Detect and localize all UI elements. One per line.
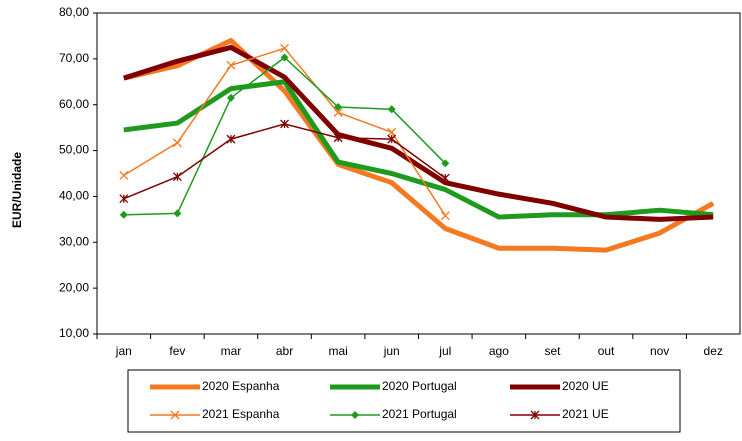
y-tick-label: 30,00 [59, 234, 89, 248]
point [172, 138, 182, 148]
x-tick-label: jan [115, 344, 132, 358]
point [119, 170, 129, 180]
point [387, 134, 397, 144]
point [173, 209, 182, 218]
x-tick-label: mai [328, 344, 347, 358]
legend-label: 2020 Portugal [382, 379, 457, 393]
legend-label: 2021 Portugal [382, 407, 457, 421]
point [170, 410, 180, 420]
x-tick-label: ago [489, 344, 509, 358]
point [440, 173, 450, 183]
point [172, 172, 182, 182]
legend-label: 2021 Espanha [202, 407, 280, 421]
y-tick-label: 80,00 [59, 5, 89, 19]
point [226, 60, 236, 70]
point [351, 411, 359, 419]
x-tick-label: abr [276, 344, 293, 358]
y-tick-label: 70,00 [59, 51, 89, 65]
y-tick-label: 20,00 [59, 280, 89, 294]
x-tick-label: dez [704, 344, 723, 358]
point [119, 210, 128, 219]
point [280, 53, 289, 62]
series-line [123, 38, 715, 253]
legend-label: 2020 UE [562, 379, 609, 393]
point [119, 194, 129, 204]
x-tick-label: jun [383, 344, 400, 358]
x-tick-label: set [544, 344, 561, 358]
point [280, 43, 290, 53]
point [387, 105, 396, 114]
legend-box [127, 369, 681, 433]
y-tick-label: 40,00 [59, 189, 89, 203]
legend-label: 2020 Espanha [202, 379, 280, 393]
x-tick-label: jul [438, 344, 451, 358]
point [226, 93, 235, 102]
y-tick-label: 60,00 [59, 97, 89, 111]
y-tick-label: 10,00 [59, 326, 89, 340]
series-line [123, 79, 714, 220]
x-tick-label: fev [169, 344, 185, 358]
y-axis-label: EUR/Unidade [10, 152, 24, 228]
legend-label: 2021 UE [562, 407, 609, 421]
point [441, 159, 450, 168]
x-tick-label: nov [650, 344, 669, 358]
point [334, 103, 343, 112]
series-line [123, 44, 714, 222]
y-tick-label: 50,00 [59, 143, 89, 157]
point [333, 108, 343, 117]
point [530, 410, 540, 420]
point [440, 211, 450, 221]
x-tick-label: mar [221, 344, 242, 358]
point [333, 133, 343, 143]
point [226, 134, 236, 144]
point [280, 119, 290, 129]
x-tick-label: out [598, 344, 615, 358]
point [387, 127, 397, 137]
series-line [123, 47, 446, 217]
